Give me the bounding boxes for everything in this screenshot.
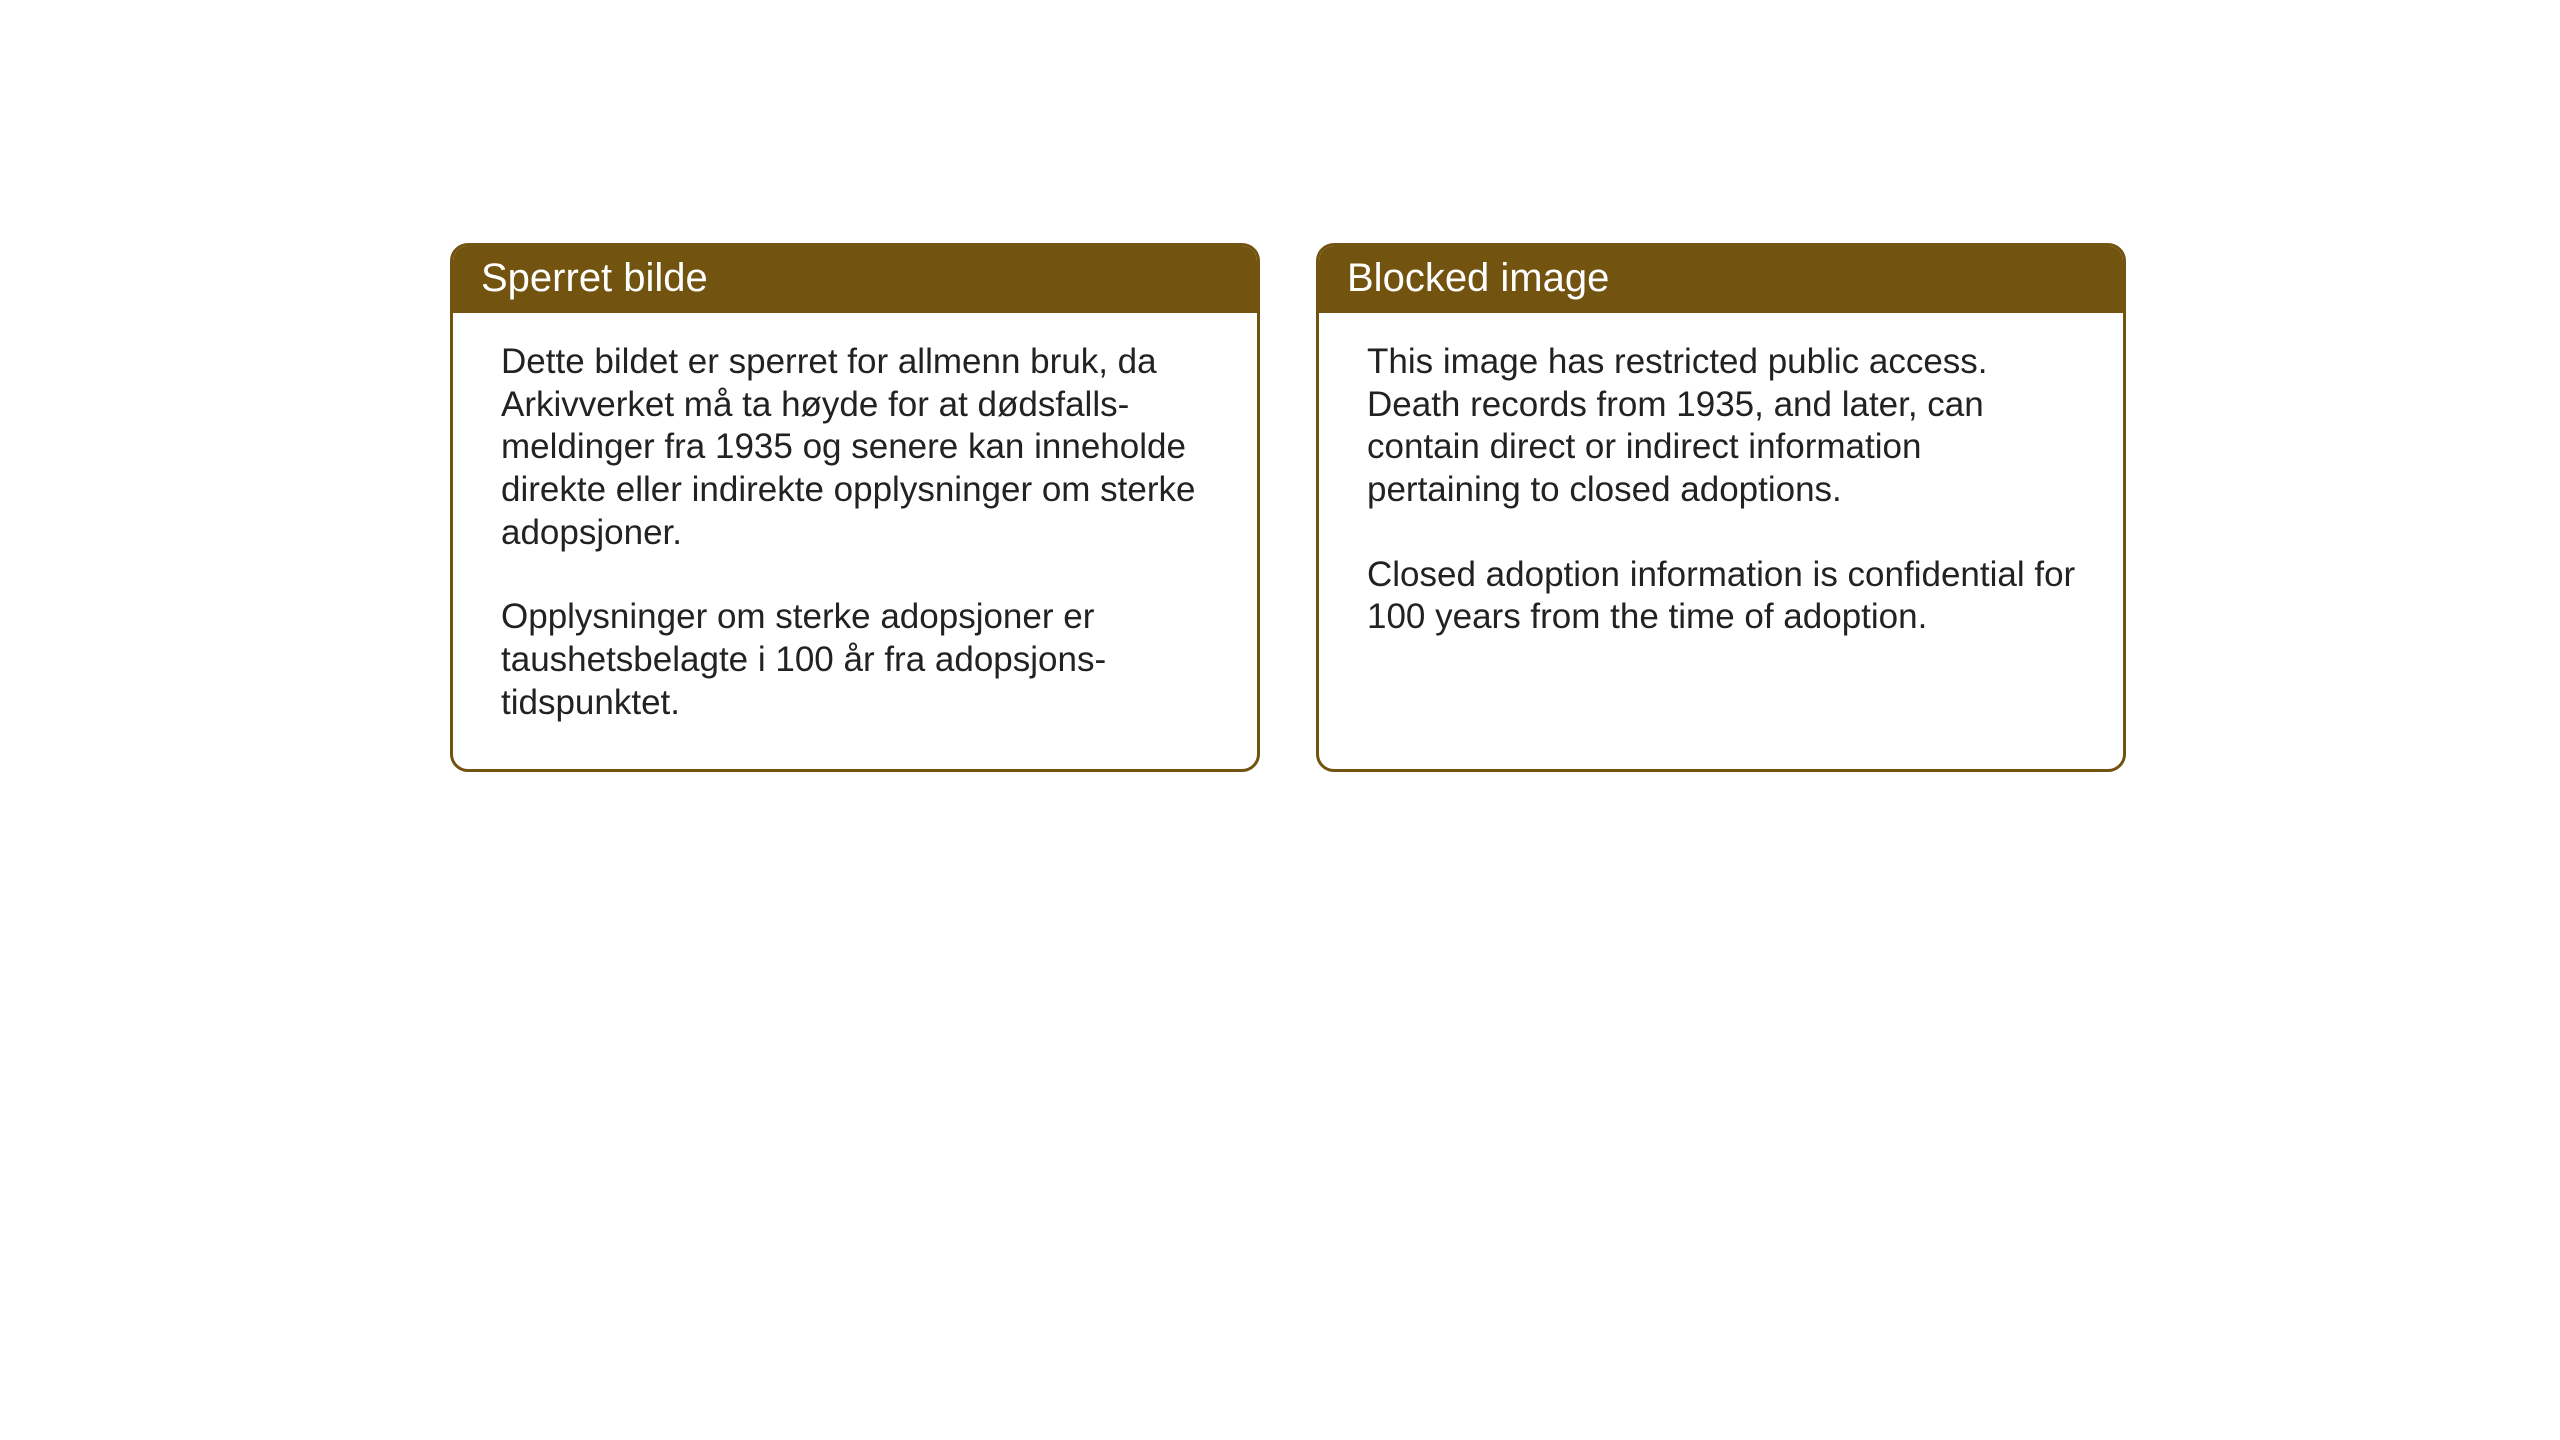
norwegian-card-title: Sperret bilde	[481, 256, 708, 300]
english-card-body: This image has restricted public access.…	[1319, 313, 2123, 769]
english-paragraph-1: This image has restricted public access.…	[1367, 341, 2081, 512]
norwegian-paragraph-1: Dette bildet er sperret for allmenn bruk…	[501, 341, 1215, 554]
norwegian-notice-card: Sperret bilde Dette bildet er sperret fo…	[450, 243, 1260, 772]
english-card-header: Blocked image	[1319, 246, 2123, 313]
english-paragraph-2: Closed adoption information is confident…	[1367, 554, 2081, 639]
norwegian-card-body: Dette bildet er sperret for allmenn bruk…	[453, 313, 1257, 769]
english-card-title: Blocked image	[1347, 256, 1609, 300]
notice-cards-container: Sperret bilde Dette bildet er sperret fo…	[450, 243, 2126, 772]
norwegian-paragraph-2: Opplysninger om sterke adopsjoner er tau…	[501, 596, 1215, 724]
norwegian-card-header: Sperret bilde	[453, 246, 1257, 313]
english-notice-card: Blocked image This image has restricted …	[1316, 243, 2126, 772]
